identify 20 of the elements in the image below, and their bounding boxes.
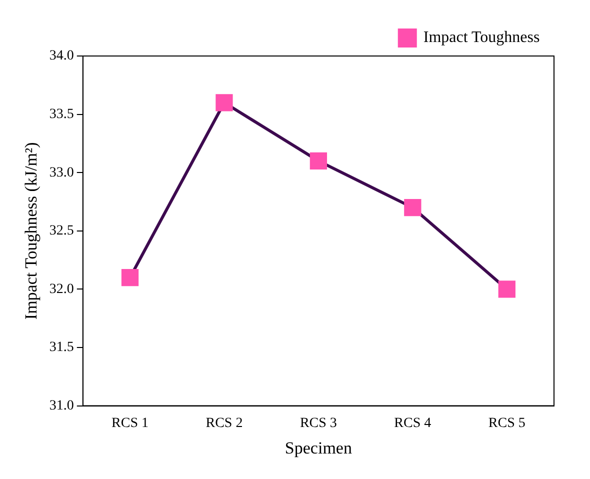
y-tick-label: 33.0 (49, 165, 74, 180)
y-tick-label: 32.5 (49, 224, 74, 239)
y-axis-title: Impact Toughness (kJ/m²) (22, 142, 41, 320)
y-tick-label: 33.5 (49, 106, 74, 122)
point (216, 94, 233, 112)
y-tick-label: 31.0 (49, 398, 74, 414)
y-tick-label: 32.0 (49, 282, 74, 297)
legend-label: Impact Toughness (423, 29, 540, 46)
x-tick-label: RCS 1 (112, 416, 148, 431)
x-tick-label: RCS 2 (206, 416, 243, 431)
point (310, 152, 328, 170)
point (498, 280, 516, 298)
x-tick-label: RCS 4 (394, 416, 432, 431)
point (404, 199, 422, 216)
x-tick-label: RCS 5 (488, 416, 526, 431)
y-tick-label: 34.0 (49, 48, 74, 64)
point (121, 268, 139, 286)
x-tick-label: RCS 3 (300, 416, 337, 431)
x-axis-title: Specimen (284, 438, 352, 458)
y-tick-label: 31.5 (49, 340, 74, 356)
